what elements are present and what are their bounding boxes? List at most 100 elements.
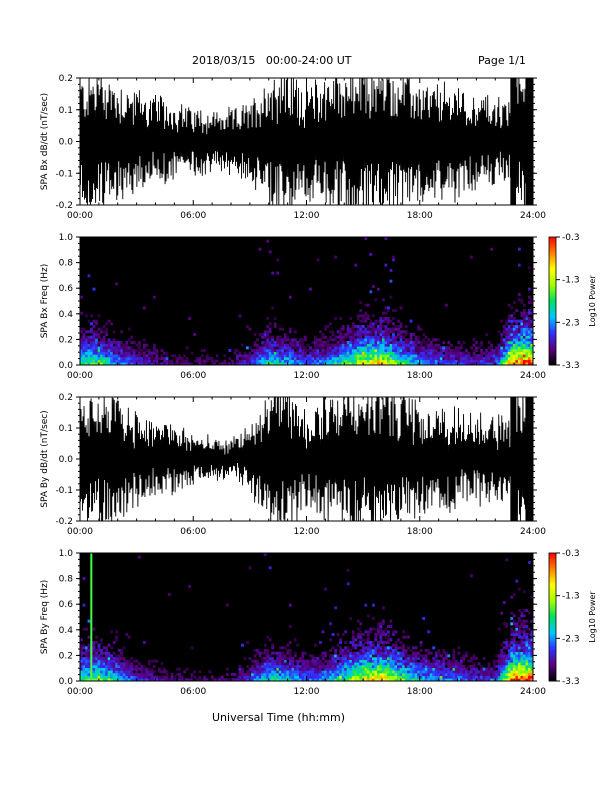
spectrogram-cell (142, 675, 146, 679)
spectrogram-cell (452, 357, 456, 360)
spectrogram-cell (512, 338, 516, 342)
colorbar-swatch (549, 315, 556, 319)
spectrogram-cell (525, 357, 529, 360)
spectrogram-cell (349, 678, 353, 682)
spectrogram-cell (112, 341, 116, 344)
spectrogram-cell (155, 349, 159, 352)
spectrogram-cell (303, 362, 307, 366)
spectrogram-cell (132, 351, 136, 355)
spectrogram-cell (497, 351, 501, 355)
spectrogram-cell (530, 357, 534, 360)
colorbar-swatch (549, 627, 556, 631)
spectrogram-cell (180, 357, 184, 360)
spectrogram-cell (359, 335, 363, 339)
spectrogram-cell (417, 651, 421, 655)
spectrogram-cell (261, 357, 265, 360)
spectrogram-cell (522, 662, 526, 666)
spectrogram-cell (502, 349, 506, 352)
spectrogram-cell (389, 295, 393, 299)
spectrogram-cell (434, 362, 438, 366)
spectrogram-cell (147, 362, 151, 366)
spectrogram-cell (502, 651, 506, 655)
spectrogram-cell (349, 654, 353, 658)
x-tick-label: 24:00 (520, 687, 546, 697)
spectrogram-cell (80, 341, 83, 344)
spectrogram-cell (409, 343, 413, 347)
spectrogram-cell (85, 670, 88, 674)
spectrogram-cell (527, 638, 531, 642)
spectrogram-cell (256, 362, 259, 366)
colorbar-swatch (549, 313, 556, 317)
spectrogram-cell (82, 335, 86, 339)
spectrogram-cell (286, 657, 290, 660)
spectrogram-cell (238, 354, 242, 358)
spectrogram-cell (530, 670, 534, 674)
spectrogram-cell (356, 665, 360, 668)
spectrogram-cell (530, 346, 534, 350)
spectrogram-cell (389, 673, 393, 676)
spectrogram-cell (301, 343, 305, 347)
spectrogram-cell (515, 333, 519, 336)
spectrogram-cell (452, 670, 456, 674)
spectrogram-cell (130, 665, 134, 668)
spectrogram-cell (150, 673, 154, 676)
spectrogram-cell (480, 362, 483, 366)
spectrogram-cell (112, 665, 116, 668)
spectrogram-cell (402, 678, 405, 682)
spectrogram-cell (331, 654, 335, 658)
spectrogram-cell (236, 362, 239, 366)
colorbar-swatch (549, 283, 556, 287)
spectrogram-cell (122, 662, 126, 666)
spectrogram-cell (429, 346, 433, 350)
spectrogram-cell (349, 338, 353, 342)
spectrogram-cell (515, 309, 519, 312)
spectrogram-cell (291, 343, 295, 347)
spectrogram-cell (155, 678, 159, 682)
spectrogram-cell (354, 341, 358, 344)
spectrogram-cell (319, 673, 322, 676)
spectrogram-cell (419, 670, 423, 674)
spectrogram-cell (354, 673, 358, 676)
colorbar-swatch (549, 275, 556, 278)
spectrogram-cell (351, 341, 355, 344)
spectrogram-cell (311, 659, 315, 663)
spectrogram-cell (163, 359, 166, 363)
spectrogram-cell (530, 673, 534, 676)
spectrogram-cell (112, 354, 116, 358)
spectrogram-cell (319, 675, 322, 679)
spectrogram-cell (472, 657, 476, 660)
spectrogram-cell (120, 665, 124, 668)
spectrogram-cell (402, 646, 405, 650)
x-tick-label: 00:00 (67, 687, 93, 697)
spectrogram-cell (449, 362, 453, 366)
spectrogram-cell (392, 630, 395, 634)
spectrogram-cell (286, 359, 290, 363)
spectrogram-cell (261, 667, 265, 671)
spectrogram-cell (500, 319, 504, 323)
spectrogram-cell (303, 667, 307, 671)
spectrogram-cell (198, 357, 202, 360)
spectrogram-cell (439, 673, 443, 676)
spectrogram-cell (490, 354, 494, 358)
spectrogram-cell (236, 678, 239, 682)
spectrogram-cell (432, 659, 436, 663)
spectrogram-cell (203, 359, 207, 363)
colorbar-tick-label: -1.3 (562, 592, 580, 602)
spectrogram-cell (480, 349, 483, 352)
spectrogram-cell (522, 641, 526, 644)
y-tick-label: 0.1 (59, 424, 73, 434)
spectrogram-cell (515, 579, 519, 583)
spectrogram-cell (515, 357, 519, 360)
spectrogram-cell (424, 667, 428, 671)
spectrogram-cell (512, 341, 516, 344)
spectrogram-cell (82, 359, 86, 363)
spectrogram-cell (477, 357, 481, 360)
spectrogram-cell (397, 657, 400, 660)
spectrogram-cell (414, 675, 418, 679)
spectrogram-cell (434, 343, 438, 347)
spectrogram-cell (263, 354, 267, 358)
spectrogram-cell (505, 346, 509, 350)
spectrogram-cell (376, 675, 380, 679)
spectrogram-cell (82, 673, 86, 676)
